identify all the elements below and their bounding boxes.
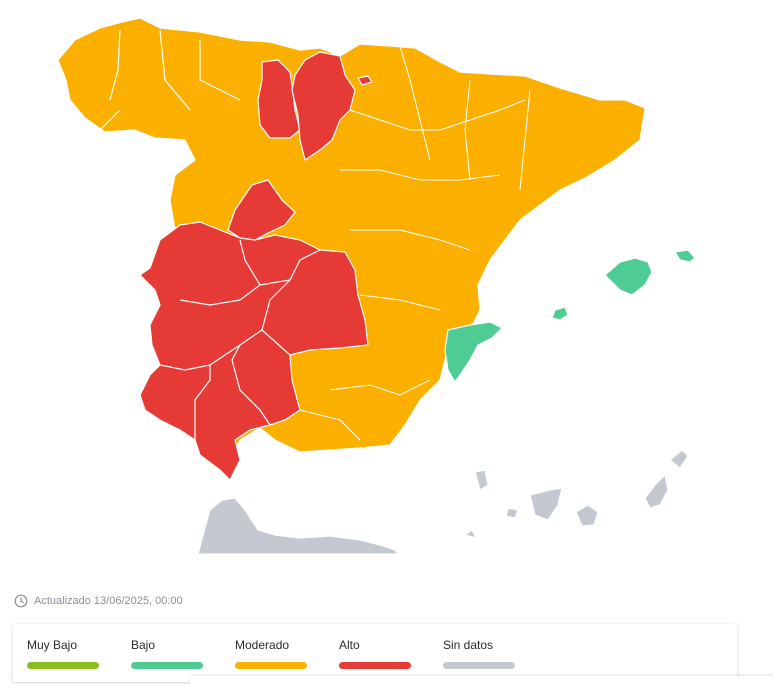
region-palencia[interactable]: [257, 59, 301, 139]
spain-map-svg[interactable]: [0, 0, 774, 570]
legend-item-alto: Alto: [339, 638, 411, 669]
region-marruecos-ceuta[interactable]: [197, 497, 399, 555]
bottom-panel-edge: [190, 676, 774, 684]
region-alicante[interactable]: [444, 321, 503, 383]
legend-swatch-alto: [339, 662, 411, 669]
region-canarias-5[interactable]: [644, 474, 669, 509]
clock-icon: [14, 594, 28, 608]
legend-label: Moderado: [235, 638, 290, 652]
legend-item-moderado: Moderado: [235, 638, 307, 669]
legend-label: Sin datos: [443, 638, 494, 652]
region-menorca[interactable]: [674, 249, 696, 263]
legend-swatch-muy-bajo: [27, 662, 99, 669]
region-mallorca[interactable]: [604, 257, 653, 296]
legend-label: Alto: [339, 638, 360, 652]
updated-timestamp: Actualizado 13/06/2025, 00:00: [14, 594, 183, 608]
legend-label: Muy Bajo: [27, 638, 78, 652]
region-avila[interactable]: [227, 179, 296, 241]
legend-item-bajo: Bajo: [131, 638, 203, 669]
legend-label: Bajo: [131, 638, 156, 652]
region-southwest-alto[interactable]: [139, 221, 369, 481]
region-canarias-1[interactable]: [474, 469, 489, 491]
legend-swatch-bajo: [131, 662, 203, 669]
legend: Muy Bajo Bajo Moderado Alto Sin datos: [13, 624, 737, 682]
updated-text: Actualizado 13/06/2025, 00:00: [34, 595, 183, 607]
legend-item-sin-datos: Sin datos: [443, 638, 515, 669]
region-canarias-3[interactable]: [529, 487, 563, 521]
region-canarias-4[interactable]: [575, 504, 599, 527]
region-ibiza[interactable]: [551, 306, 569, 321]
region-alava-enclave[interactable]: [357, 75, 373, 86]
legend-swatch-moderado: [235, 662, 307, 669]
risk-map[interactable]: [0, 0, 774, 570]
legend-swatch-sin-datos: [443, 662, 515, 669]
legend-item-muy-bajo: Muy Bajo: [27, 638, 99, 669]
region-canarias-7[interactable]: [464, 529, 477, 539]
region-canarias-6[interactable]: [669, 449, 689, 469]
region-burgos[interactable]: [291, 51, 356, 161]
region-canarias-2[interactable]: [505, 507, 519, 519]
